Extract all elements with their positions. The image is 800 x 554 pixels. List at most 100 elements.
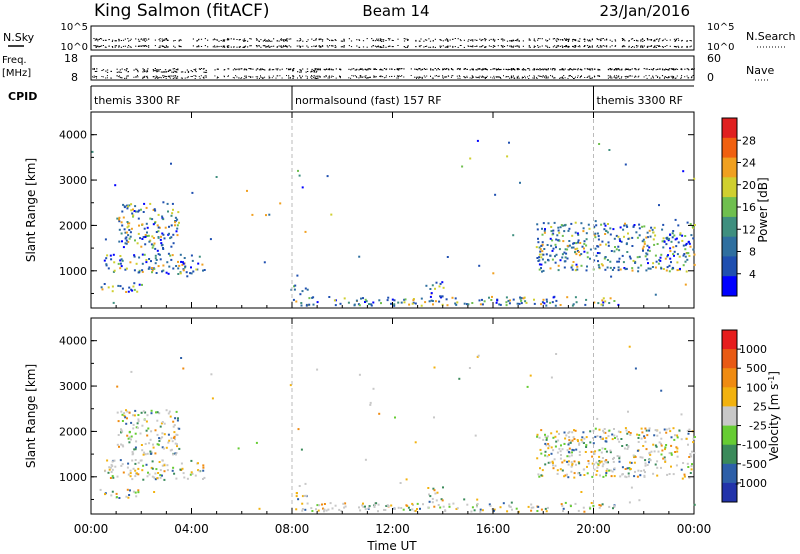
nsky-point — [139, 40, 141, 42]
range-gate-cell — [166, 202, 169, 205]
range-gate-cell — [646, 244, 649, 247]
freq-point — [136, 68, 138, 70]
range-gate-cell — [676, 434, 679, 437]
range-gate-cell — [679, 233, 682, 236]
range-gate-cell — [133, 288, 136, 291]
range-gate-cell — [203, 269, 206, 271]
nsky-point — [406, 38, 408, 40]
range-gate-cell — [493, 508, 496, 511]
freq-point — [569, 68, 572, 70]
range-gate-cell — [624, 163, 627, 166]
range-gate-cell — [611, 438, 614, 441]
range-gate-cell — [606, 231, 609, 234]
range-gate-cell — [107, 267, 110, 270]
range-gate-cell — [533, 302, 536, 305]
freq-point — [126, 68, 128, 69]
range-gate-cell — [561, 256, 564, 259]
nsearch-tick-top: 10^5 — [707, 22, 734, 33]
freq-point — [588, 68, 590, 70]
nsearch-point — [650, 45, 653, 47]
freq-point — [305, 71, 307, 73]
range-gate-cell — [430, 299, 433, 302]
nsky-point — [609, 39, 611, 41]
freq-point — [527, 68, 529, 70]
range-gate-cell — [156, 411, 159, 414]
freq-point — [420, 69, 422, 71]
range-gate-cell — [161, 446, 164, 449]
range-gate-cell — [569, 441, 572, 444]
freq-point — [339, 68, 342, 70]
nave-point — [545, 75, 547, 77]
nsky-point — [472, 40, 474, 42]
freq-point — [667, 69, 670, 71]
range-gate-cell — [166, 261, 169, 264]
freq-point — [279, 69, 281, 71]
range-gate-cell — [416, 502, 419, 505]
freq-point — [401, 68, 403, 70]
range-gate-cell — [519, 297, 522, 300]
freq-point — [476, 69, 478, 71]
range-gate-cell — [675, 245, 678, 248]
range-gate-cell — [544, 463, 547, 466]
range-gate-cell — [619, 226, 622, 229]
range-gate-cell — [654, 429, 657, 432]
nsearch-point — [99, 45, 101, 47]
nsearch-point — [428, 46, 430, 48]
range-gate-cell — [551, 249, 554, 252]
range-gate-cell — [397, 301, 400, 304]
range-gate-cell — [478, 299, 481, 302]
range-gate-cell — [365, 300, 368, 303]
nsky-point — [306, 41, 308, 42]
range-gate-cell — [684, 255, 687, 258]
range-gate-cell — [162, 269, 165, 272]
range-gate-cell — [654, 254, 657, 257]
nave-point — [374, 76, 376, 78]
nsearch-point — [343, 45, 345, 47]
nsearch-point — [572, 45, 574, 47]
nsky-point — [118, 38, 120, 40]
range-gate-cell — [135, 472, 138, 475]
range-gate-cell — [544, 261, 547, 264]
nave-point — [466, 75, 468, 77]
range-gate-cell — [576, 247, 579, 250]
nsearch-point — [640, 46, 642, 48]
nave-point — [616, 75, 618, 77]
nsearch-point — [642, 46, 644, 48]
nave-point — [364, 77, 366, 78]
nsearch-point — [285, 45, 287, 47]
range-gate-cell — [594, 232, 597, 235]
range-gate-cell — [179, 253, 182, 256]
freq-point — [292, 69, 295, 71]
freq-point — [666, 69, 668, 70]
range-gate-cell — [427, 487, 430, 489]
colorbar-tick-label: 500 — [746, 362, 767, 375]
range-gate-cell — [669, 430, 672, 433]
range-gate-cell — [595, 224, 598, 227]
nsky-point — [454, 38, 456, 39]
nave-point — [554, 77, 556, 79]
nsky-point — [350, 40, 353, 42]
range-gate-cell — [656, 243, 659, 245]
nsky-point — [377, 38, 379, 40]
freq-point — [264, 69, 266, 71]
nsky-point — [144, 40, 146, 42]
range-gate-cell — [428, 493, 430, 496]
nave-point — [610, 77, 612, 79]
range-gate-cell — [434, 287, 436, 290]
range-gate-cell — [625, 429, 628, 432]
range-gate-cell — [581, 245, 584, 248]
range-gate-cell — [127, 205, 129, 208]
freq-point — [156, 71, 158, 73]
range-gate-cell — [690, 455, 693, 458]
nsky-point — [512, 39, 514, 41]
nsearch-point — [350, 46, 353, 48]
range-gate-cell — [537, 473, 540, 476]
range-gate-cell — [626, 448, 629, 450]
nsearch-point — [446, 46, 448, 48]
nsky-point — [637, 40, 639, 42]
freq-point — [299, 69, 301, 71]
freq-point — [446, 68, 448, 69]
range-gate-cell — [176, 224, 179, 227]
y-tick-label: 4000 — [59, 335, 87, 348]
